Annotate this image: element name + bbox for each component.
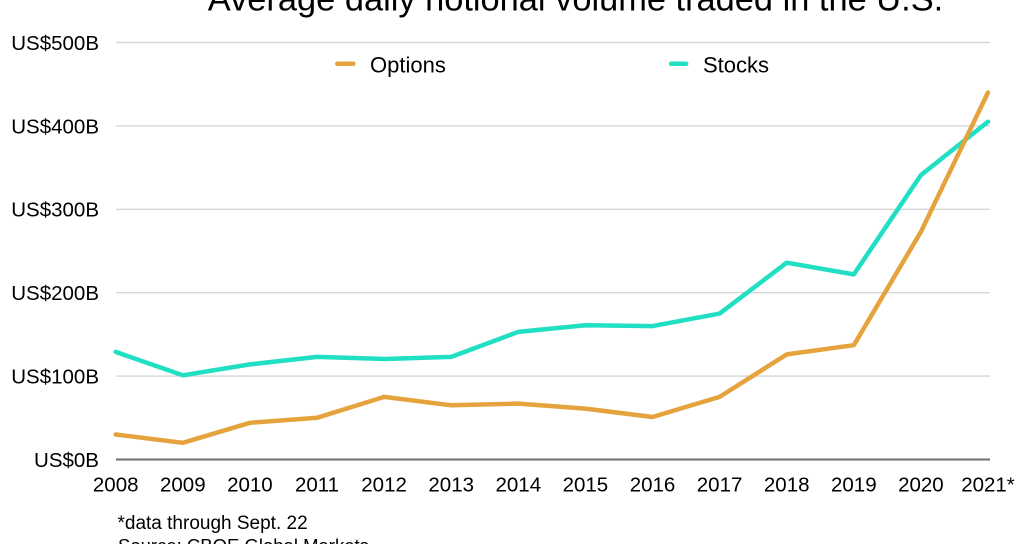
- svg-text:2020: 2020: [898, 474, 944, 497]
- svg-text:2017: 2017: [697, 474, 743, 497]
- svg-text:2016: 2016: [630, 474, 676, 497]
- svg-text:Source: CBOE Global Markets: Source: CBOE Global Markets: [118, 535, 369, 544]
- svg-text:US$200B: US$200B: [11, 282, 99, 305]
- svg-text:2015: 2015: [563, 474, 609, 497]
- svg-text:2014: 2014: [495, 474, 541, 497]
- svg-text:2012: 2012: [361, 474, 407, 497]
- svg-text:Average daily notional volume: Average daily notional volume traded in …: [208, 0, 943, 19]
- svg-text:Stocks: Stocks: [703, 52, 769, 77]
- svg-text:2009: 2009: [160, 474, 206, 497]
- svg-text:2021*: 2021*: [961, 474, 1015, 497]
- svg-text:US$400B: US$400B: [11, 115, 99, 138]
- svg-text:2019: 2019: [831, 474, 877, 497]
- svg-text:2018: 2018: [764, 474, 810, 497]
- svg-text:2011: 2011: [295, 474, 339, 497]
- svg-text:2008: 2008: [93, 474, 139, 497]
- svg-text:US$0B: US$0B: [34, 449, 99, 472]
- svg-text:Options: Options: [370, 52, 446, 77]
- svg-text:2013: 2013: [428, 474, 474, 497]
- svg-text:2010: 2010: [227, 474, 273, 497]
- svg-text:US$100B: US$100B: [11, 366, 99, 389]
- svg-text:US$500B: US$500B: [11, 32, 99, 55]
- svg-text:*data through Sept. 22: *data through Sept. 22: [118, 513, 308, 534]
- svg-text:US$300B: US$300B: [11, 199, 99, 222]
